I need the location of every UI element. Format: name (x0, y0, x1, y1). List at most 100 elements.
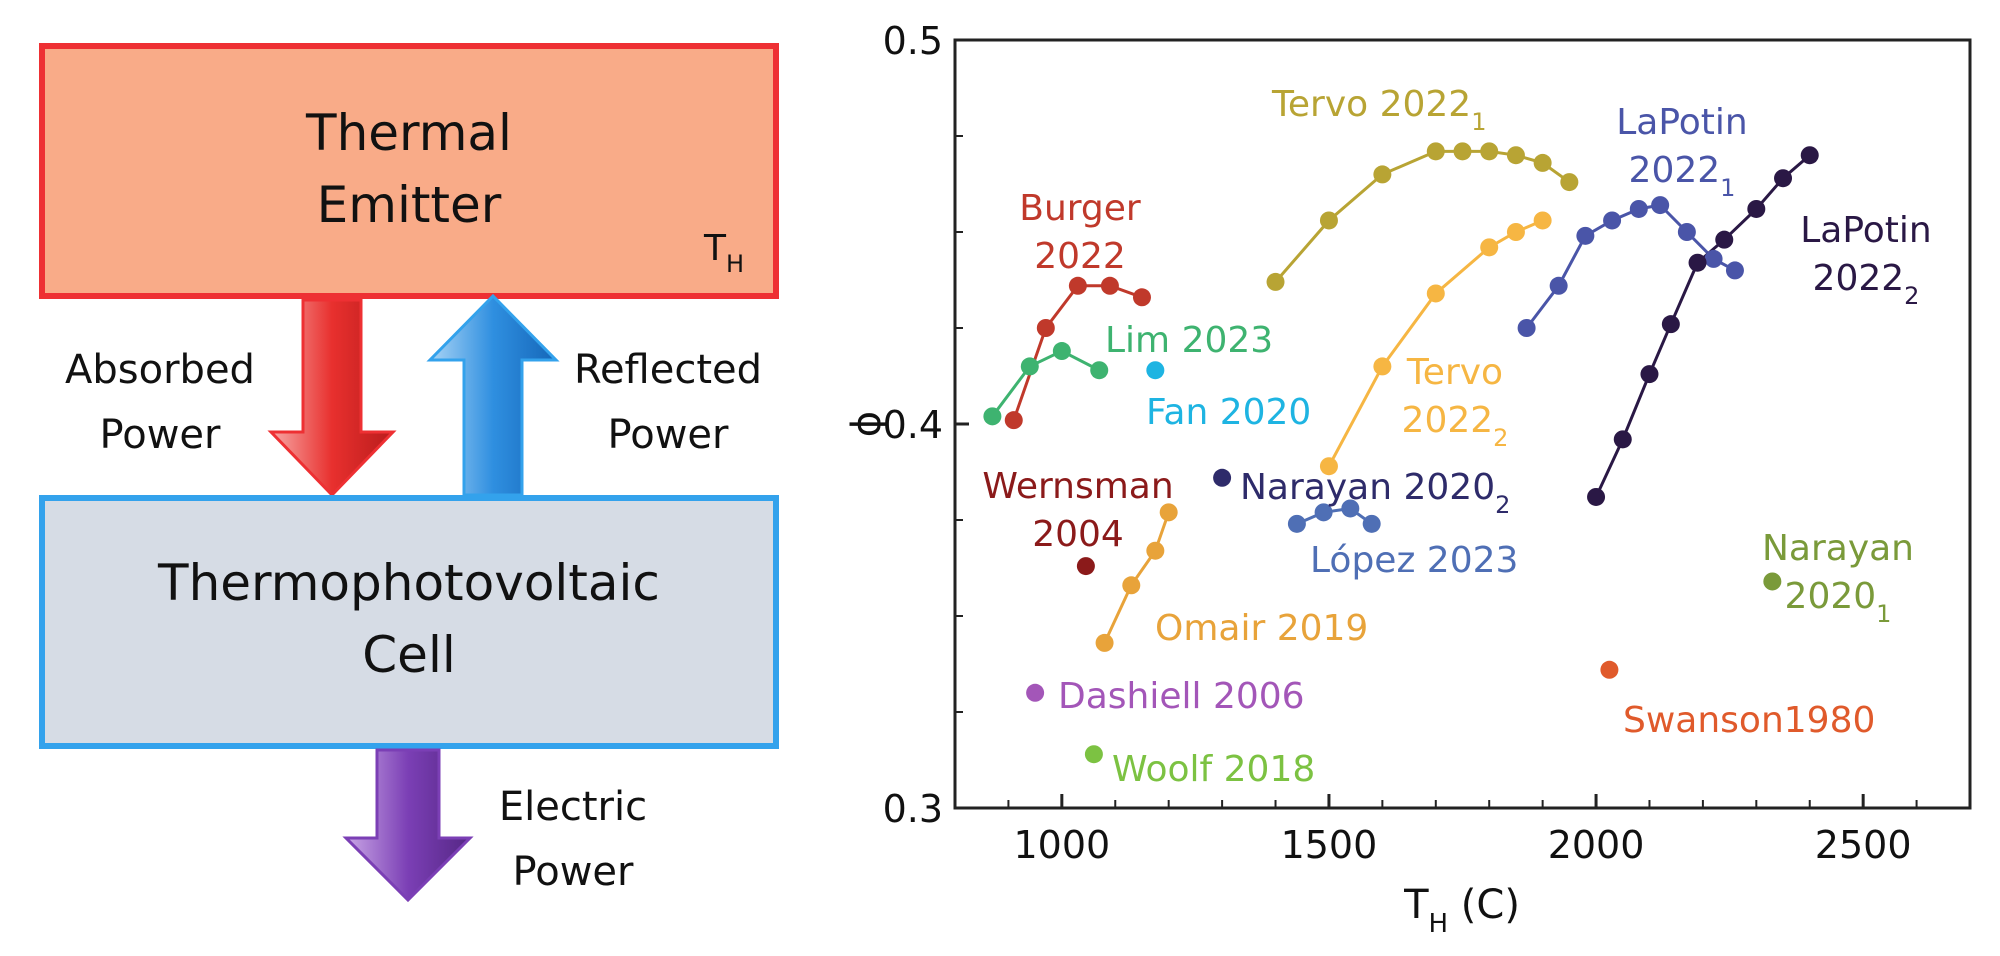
series-line-lopez (1296, 506, 1373, 526)
data-point-omair (1159, 503, 1178, 522)
absorbed-label-line1: Absorbed (65, 347, 255, 393)
x-tick-label: 2500 (1815, 823, 1912, 867)
data-point-burger (1036, 319, 1055, 337)
series-label-narayan2: Narayan 20202 (1240, 467, 1510, 519)
data-point-lapotin2 (1800, 146, 1819, 165)
data-point-tervo2 (1506, 223, 1525, 241)
emitter-label-line1: Thermal (305, 104, 512, 162)
data-point-tervo2 (1426, 284, 1445, 303)
data-point-tervo2 (1480, 238, 1499, 257)
data-point-swanson (1600, 660, 1619, 679)
series-label-lapotin1: 20221 (1629, 150, 1736, 202)
data-point-lapotin2 (1640, 365, 1659, 384)
data-point-omair (1146, 541, 1165, 560)
series-label-lapotin2: 20222 (1813, 258, 1920, 310)
data-point-lapotin2 (1747, 199, 1766, 218)
series-label-tervo2: Tervo (1406, 352, 1503, 393)
data-point-lapotin2 (1587, 487, 1606, 506)
series-label-lim: Lim 2023 (1105, 320, 1273, 361)
series-label-burger: 2022 (1034, 236, 1126, 277)
y-tick-label: 0.3 (883, 787, 943, 831)
data-point-lapotin1 (1725, 261, 1744, 280)
series-label-burger: Burger (1019, 188, 1141, 229)
data-point-lapotin1 (1576, 226, 1595, 245)
reflected-label-line2: Power (608, 412, 729, 458)
data-point-tervo2 (1373, 357, 1392, 376)
data-point-fan (1146, 361, 1165, 380)
data-point-woolf (1084, 745, 1103, 764)
data-point-lim (1020, 357, 1039, 376)
y-tick-label: 0.4 (883, 403, 943, 447)
series-line-tervo1 (1274, 149, 1571, 283)
data-point-dashiell (1026, 683, 1045, 702)
data-point-lopez (1341, 499, 1360, 518)
series-label-narayan1: 20201 (1785, 576, 1892, 628)
data-point-lapotin1 (1651, 196, 1670, 215)
data-point-burger (1132, 288, 1151, 307)
data-point-burger (1004, 411, 1023, 430)
data-point-tervo1 (1373, 165, 1392, 184)
series-label-tervo1: Tervo 20221 (1271, 84, 1487, 136)
data-point-tervo2 (1533, 211, 1552, 230)
data-point-lapotin2 (1715, 230, 1734, 249)
data-point-lim (1052, 342, 1071, 361)
data-point-tervo1 (1453, 142, 1472, 161)
absorbed-power-arrow (267, 298, 397, 498)
y-axis-label: ϕ (844, 411, 890, 437)
data-point-burger (1100, 276, 1119, 295)
series-label-lapotin2: LaPotin (1800, 210, 1932, 251)
series-label-fan: Fan 2020 (1146, 392, 1311, 433)
data-point-lapotin2 (1774, 169, 1793, 188)
series-label-wernsman: Wernsman (982, 466, 1173, 507)
data-point-lim (1090, 361, 1109, 380)
data-point-lapotin1 (1603, 211, 1622, 230)
y-tick-label: 0.5 (883, 19, 943, 63)
data-point-lapotin1 (1549, 276, 1568, 295)
data-point-lapotin2 (1661, 315, 1680, 334)
cell-label-line2: Cell (362, 626, 455, 684)
electric-label-line1: Electric (499, 784, 647, 830)
data-point-burger (1068, 276, 1087, 295)
series-label-dashiell: Dashiell 2006 (1058, 676, 1305, 717)
x-axis-label: TH (C) (1403, 882, 1520, 939)
data-point-wernsman (1076, 557, 1095, 576)
data-point-lapotin2 (1613, 430, 1632, 449)
cell-label-line1: Thermophotovoltaic (157, 554, 660, 612)
data-point-lopez (1314, 503, 1333, 522)
data-point-tervo2 (1319, 457, 1338, 476)
data-point-lim (983, 407, 1002, 426)
data-point-omair (1122, 576, 1141, 595)
absorbed-label-line2: Power (100, 412, 221, 458)
series-label-omair: Omair 2019 (1155, 608, 1368, 649)
data-point-lapotin2 (1688, 253, 1707, 272)
data-point-tervo1 (1266, 272, 1285, 291)
series-label-woolf: Woolf 2018 (1112, 749, 1315, 790)
data-point-lapotin1 (1677, 223, 1696, 241)
series-label-wernsman: 2004 (1032, 514, 1124, 555)
data-point-tervo1 (1319, 211, 1338, 230)
series-line-lim (991, 349, 1100, 418)
x-tick-label: 2000 (1548, 823, 1645, 867)
electric-label-line2: Power (513, 849, 634, 895)
data-point-narayan1 (1763, 572, 1782, 591)
emitter-temperature-label: TH (703, 228, 744, 278)
data-point-tervo1 (1480, 142, 1499, 161)
series-label-lopez: López 2023 (1310, 540, 1518, 581)
series-label-swanson: Swanson1980 (1623, 700, 1875, 741)
data-point-tervo1 (1533, 153, 1552, 172)
data-point-lapotin1 (1517, 319, 1536, 337)
data-point-lapotin1 (1629, 199, 1648, 218)
electric-power-arrow (342, 748, 474, 903)
data-point-lopez (1287, 514, 1306, 533)
data-point-tervo1 (1560, 173, 1579, 192)
data-point-omair (1095, 633, 1114, 652)
reflected-power-arrow (426, 293, 560, 497)
series-label-lapotin1: LaPotin (1616, 102, 1748, 143)
reflected-label-line1: Reflected (574, 347, 762, 393)
data-point-lopez (1362, 514, 1381, 533)
series-label-tervo2: 20222 (1402, 400, 1509, 452)
tpv-cell-box (39, 495, 779, 749)
thermal-emitter-box (39, 43, 779, 299)
